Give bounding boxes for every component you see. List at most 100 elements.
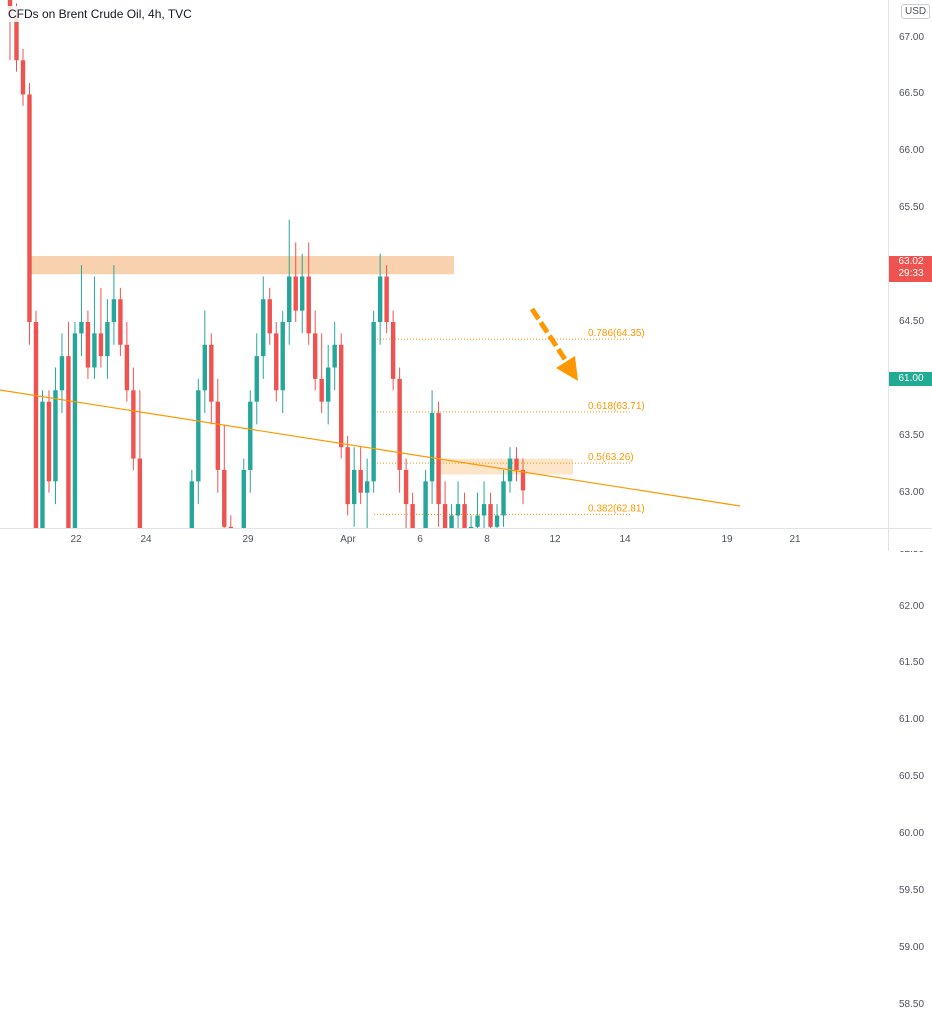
candle[interactable] bbox=[429, 390, 435, 505]
candle[interactable] bbox=[280, 310, 285, 414]
candle[interactable] bbox=[20, 48, 26, 106]
price-tick: 65.50 bbox=[899, 202, 925, 214]
current-price-value: 63.02 bbox=[898, 256, 924, 267]
candle[interactable] bbox=[403, 458, 409, 528]
candle[interactable] bbox=[332, 322, 337, 391]
candle[interactable] bbox=[390, 310, 396, 391]
candle[interactable] bbox=[33, 310, 39, 528]
candle[interactable] bbox=[196, 378, 201, 505]
resistance-zone[interactable] bbox=[31, 255, 454, 275]
price-tick: 60.00 bbox=[899, 828, 925, 840]
candle[interactable] bbox=[455, 481, 461, 528]
price-axis[interactable]: USD 67.0066.5066.0065.5065.0064.5064.006… bbox=[888, 0, 932, 1010]
price-tick: 63.50 bbox=[899, 429, 925, 441]
candle[interactable] bbox=[520, 458, 526, 505]
candle[interactable] bbox=[345, 435, 350, 516]
trendline[interactable] bbox=[0, 389, 741, 507]
candle[interactable] bbox=[85, 310, 91, 379]
time-tick: 21 bbox=[789, 534, 801, 545]
candle[interactable] bbox=[254, 333, 259, 425]
candle[interactable] bbox=[442, 481, 448, 528]
candle[interactable] bbox=[267, 287, 272, 345]
price-tick: 67.00 bbox=[899, 31, 925, 43]
time-tick: 8 bbox=[484, 534, 490, 545]
symbol-title: CFDs on Brent Crude Oil, 4h, TVC bbox=[6, 6, 194, 22]
candle[interactable] bbox=[384, 265, 389, 334]
candle[interactable] bbox=[209, 333, 214, 425]
candle[interactable] bbox=[40, 390, 45, 528]
candle[interactable] bbox=[27, 83, 32, 345]
candle[interactable] bbox=[358, 447, 363, 505]
candle[interactable] bbox=[449, 504, 454, 528]
candle[interactable] bbox=[59, 333, 65, 414]
candle[interactable] bbox=[293, 242, 298, 322]
time-tick: 29 bbox=[242, 534, 254, 545]
candle[interactable] bbox=[131, 367, 136, 470]
candle[interactable] bbox=[371, 310, 376, 493]
candle[interactable] bbox=[92, 276, 97, 379]
candle[interactable] bbox=[325, 344, 331, 425]
candle[interactable] bbox=[377, 253, 383, 345]
candle[interactable] bbox=[137, 390, 143, 528]
candle[interactable] bbox=[351, 447, 357, 527]
candlestick-chart[interactable]: 0.786(64.35) 0.618(63.71) 0.5(63.26) 0.382(… bbox=[0, 0, 888, 528]
price-tick: 61.00 bbox=[899, 714, 925, 726]
price-tick: 60.50 bbox=[899, 771, 925, 783]
candle[interactable] bbox=[397, 367, 402, 493]
candle[interactable] bbox=[462, 492, 467, 528]
candle[interactable] bbox=[215, 378, 220, 493]
time-tick: 22 bbox=[70, 534, 82, 545]
candle[interactable] bbox=[46, 390, 52, 493]
candle[interactable] bbox=[313, 310, 318, 391]
candle[interactable] bbox=[248, 390, 253, 493]
candle[interactable] bbox=[410, 492, 415, 528]
candle[interactable] bbox=[98, 287, 104, 368]
candle[interactable] bbox=[118, 287, 123, 357]
candle[interactable] bbox=[79, 265, 84, 357]
candle[interactable] bbox=[468, 515, 474, 528]
candle[interactable] bbox=[53, 367, 58, 505]
price-tick: 62.00 bbox=[899, 600, 925, 612]
candle[interactable] bbox=[124, 322, 130, 402]
candle[interactable] bbox=[202, 310, 208, 414]
candle[interactable] bbox=[475, 492, 480, 528]
fib-zone-zone[interactable] bbox=[441, 458, 573, 475]
candle[interactable] bbox=[228, 515, 233, 528]
candle[interactable] bbox=[300, 253, 305, 334]
current-price-label: 63.02 29:33 bbox=[889, 256, 932, 282]
time-tick: 14 bbox=[619, 534, 631, 545]
arrow-down-icon bbox=[529, 307, 578, 381]
price-tick: 59.00 bbox=[899, 941, 925, 953]
price-tick: 66.50 bbox=[899, 88, 925, 100]
price-tick: 59.50 bbox=[899, 885, 925, 896]
candle[interactable] bbox=[514, 447, 519, 482]
candle[interactable] bbox=[494, 504, 500, 528]
candle[interactable] bbox=[105, 299, 110, 379]
candle[interactable] bbox=[319, 333, 324, 414]
candle[interactable] bbox=[481, 481, 487, 528]
candle[interactable] bbox=[111, 265, 117, 345]
candle[interactable] bbox=[287, 219, 292, 345]
price-tick: 66.00 bbox=[899, 145, 925, 157]
time-axis[interactable]: 22 24 29 Apr 6 8 12 14 19 21 bbox=[0, 528, 888, 551]
candle[interactable] bbox=[338, 333, 344, 459]
price-tick: 58.50 bbox=[899, 998, 925, 1010]
candle[interactable] bbox=[306, 242, 311, 345]
candle[interactable] bbox=[488, 492, 493, 528]
candle[interactable] bbox=[66, 322, 71, 528]
candle[interactable] bbox=[423, 469, 428, 528]
candle[interactable] bbox=[222, 424, 227, 528]
candle[interactable] bbox=[501, 469, 506, 527]
currency-badge[interactable]: USD bbox=[901, 4, 931, 19]
chart-pane[interactable]: 0.786(64.35) 0.618(63.71) 0.5(63.26) 0.382(… bbox=[0, 0, 888, 528]
candle[interactable] bbox=[436, 401, 441, 527]
candle[interactable] bbox=[72, 322, 78, 528]
candle[interactable] bbox=[189, 469, 195, 528]
target-price-label: 61.00 bbox=[889, 372, 932, 386]
candle[interactable] bbox=[274, 322, 279, 402]
candle[interactable] bbox=[261, 276, 266, 379]
candle[interactable] bbox=[364, 458, 370, 528]
time-tick: 19 bbox=[721, 534, 733, 545]
price-tick: 61.50 bbox=[899, 657, 925, 669]
candle[interactable] bbox=[241, 458, 246, 528]
